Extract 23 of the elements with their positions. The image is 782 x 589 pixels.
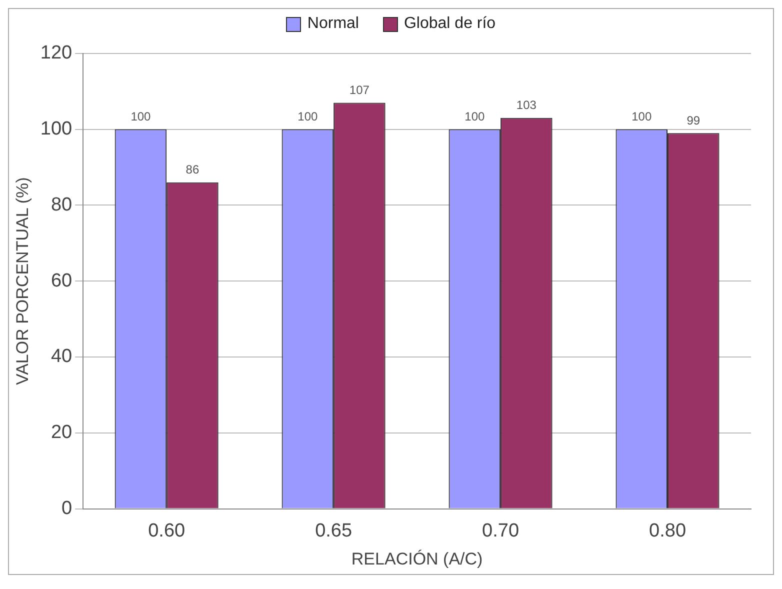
x-tick-label: 0.65: [315, 520, 352, 542]
data-label: 86: [186, 162, 200, 177]
data-label: 100: [298, 110, 318, 124]
y-tick-label: 0: [62, 498, 72, 520]
legend-label: Global de río: [404, 15, 496, 33]
y-axis-title: VALOR PORCENTUAL (%): [12, 177, 32, 386]
x-tick-label: 0.70: [482, 520, 520, 542]
y-tick-label: 80: [50, 194, 72, 216]
data-label: 100: [464, 110, 485, 124]
y-tick-label: 100: [40, 118, 72, 140]
data-label: 107: [349, 83, 370, 98]
data-label: 99: [686, 113, 700, 128]
y-tick-label: 20: [50, 422, 72, 444]
data-label: 100: [632, 110, 652, 124]
y-tick-label: 60: [50, 270, 72, 292]
y-tick-label: 120: [40, 42, 72, 64]
x-axis-title: RELACIÓN (A/C): [351, 549, 483, 568]
x-tick-label: 0.60: [148, 520, 186, 542]
legend-label: Normal: [307, 15, 359, 33]
data-label: 100: [130, 110, 152, 124]
data-label: 103: [516, 98, 537, 112]
x-tick-label: 0.80: [649, 520, 686, 542]
y-tick-label: 40: [50, 346, 72, 368]
